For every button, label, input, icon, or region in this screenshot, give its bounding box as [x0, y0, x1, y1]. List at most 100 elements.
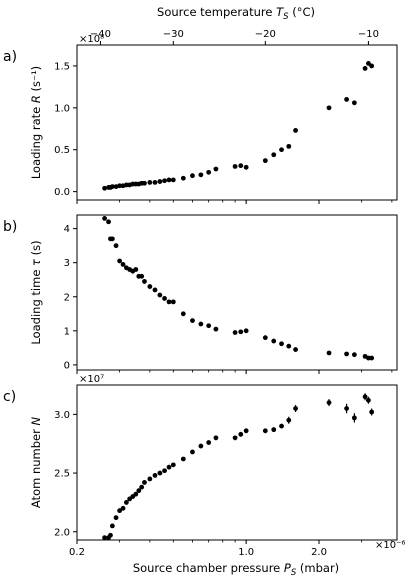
data-point — [117, 508, 123, 514]
data-point — [157, 179, 163, 184]
data-point — [190, 449, 195, 455]
data-point — [326, 105, 332, 111]
data-point — [206, 169, 212, 175]
x-tick-label: 2.0 — [311, 547, 327, 558]
data-point — [157, 292, 163, 298]
data-point — [139, 484, 145, 490]
data-point — [117, 258, 123, 264]
y-tick-label: 0.5 — [54, 145, 70, 156]
data-point — [170, 299, 176, 305]
data-point — [198, 172, 204, 178]
data-point — [262, 158, 268, 164]
data-point — [213, 435, 219, 441]
data-point — [293, 128, 298, 133]
y-tick-label: 0 — [64, 360, 70, 371]
data-point — [238, 431, 244, 437]
data-point — [213, 326, 219, 332]
data-point — [271, 427, 277, 433]
y-tick-label: 1.0 — [54, 103, 70, 114]
panel-frame — [76, 44, 398, 201]
data-point — [147, 476, 153, 482]
top-axis-tick-label: −40 — [90, 29, 111, 40]
data-point — [136, 488, 142, 494]
y-tick-label: 2 — [64, 292, 70, 303]
data-point — [180, 456, 186, 462]
data-point — [362, 66, 368, 71]
y-axis-exponent: ×10⁸ — [79, 34, 104, 45]
data-point — [286, 343, 292, 349]
data-point — [293, 406, 298, 411]
y-tick-label: 4 — [64, 224, 70, 235]
data-point — [133, 491, 139, 497]
data-point — [286, 143, 292, 149]
data-point — [366, 397, 371, 403]
data-point — [166, 299, 172, 305]
y-tick-label: 0.0 — [54, 187, 70, 198]
data-point — [190, 318, 195, 324]
data-point — [139, 273, 145, 279]
data-point — [180, 311, 186, 317]
data-point — [180, 175, 186, 181]
data-point — [232, 330, 238, 335]
y-axis-exponent: ×10⁷ — [79, 374, 104, 385]
panel-letter: b) — [3, 219, 17, 235]
data-point — [152, 473, 158, 478]
y-tick-label: 1.5 — [54, 61, 70, 72]
x-axis-label: Source chamber pressure PS (mbar) — [133, 561, 339, 578]
y-tick-label: 2.0 — [54, 527, 70, 538]
y-axis-label: Loading time τ (s) — [29, 240, 43, 344]
data-point — [326, 400, 332, 406]
data-point — [293, 347, 298, 352]
y-tick-label: 1 — [64, 326, 70, 337]
data-point — [271, 152, 277, 158]
data-point — [362, 394, 368, 400]
data-point — [243, 164, 249, 170]
data-point — [279, 423, 284, 429]
y-axis-label: Atom number N — [29, 417, 43, 509]
data-point — [206, 440, 212, 445]
data-point — [198, 321, 204, 327]
data-point — [279, 341, 284, 347]
x-tick-label: 0.2 — [69, 547, 85, 558]
data-point — [206, 323, 212, 329]
panel-frame — [76, 214, 398, 371]
data-point — [124, 500, 129, 505]
data-point — [271, 338, 277, 344]
data-point — [147, 180, 153, 185]
data-point — [326, 350, 332, 356]
data-point — [351, 352, 357, 358]
data-point — [213, 166, 219, 172]
data-point — [102, 535, 107, 541]
data-point — [238, 163, 244, 169]
data-point — [120, 505, 126, 511]
data-point — [344, 406, 349, 411]
data-point — [262, 428, 268, 434]
data-point — [133, 267, 139, 272]
x-axis-exponent: ×10⁻⁶ — [375, 540, 405, 551]
data-point — [369, 355, 375, 361]
data-point — [166, 177, 172, 183]
data-point — [142, 480, 147, 485]
data-point — [147, 284, 153, 289]
data-point — [344, 97, 349, 102]
data-point — [102, 216, 107, 221]
data-point — [366, 61, 371, 66]
top-axis-tick-label: −10 — [358, 29, 379, 40]
data-point — [286, 417, 292, 423]
top-axis-label: Source temperature TS (°C) — [157, 5, 315, 22]
data-point — [344, 351, 349, 357]
data-point — [243, 428, 249, 434]
data-point — [198, 443, 204, 449]
data-point — [117, 183, 123, 189]
data-point — [232, 435, 238, 441]
data-point — [369, 63, 375, 69]
data-point — [279, 147, 284, 153]
data-point — [162, 468, 167, 474]
data-point — [162, 178, 167, 184]
data-point — [109, 184, 115, 189]
data-point — [162, 296, 167, 301]
x-tick-label: 1.0 — [238, 547, 254, 558]
top-axis-tick-label: −30 — [163, 29, 184, 40]
data-point — [232, 164, 238, 169]
